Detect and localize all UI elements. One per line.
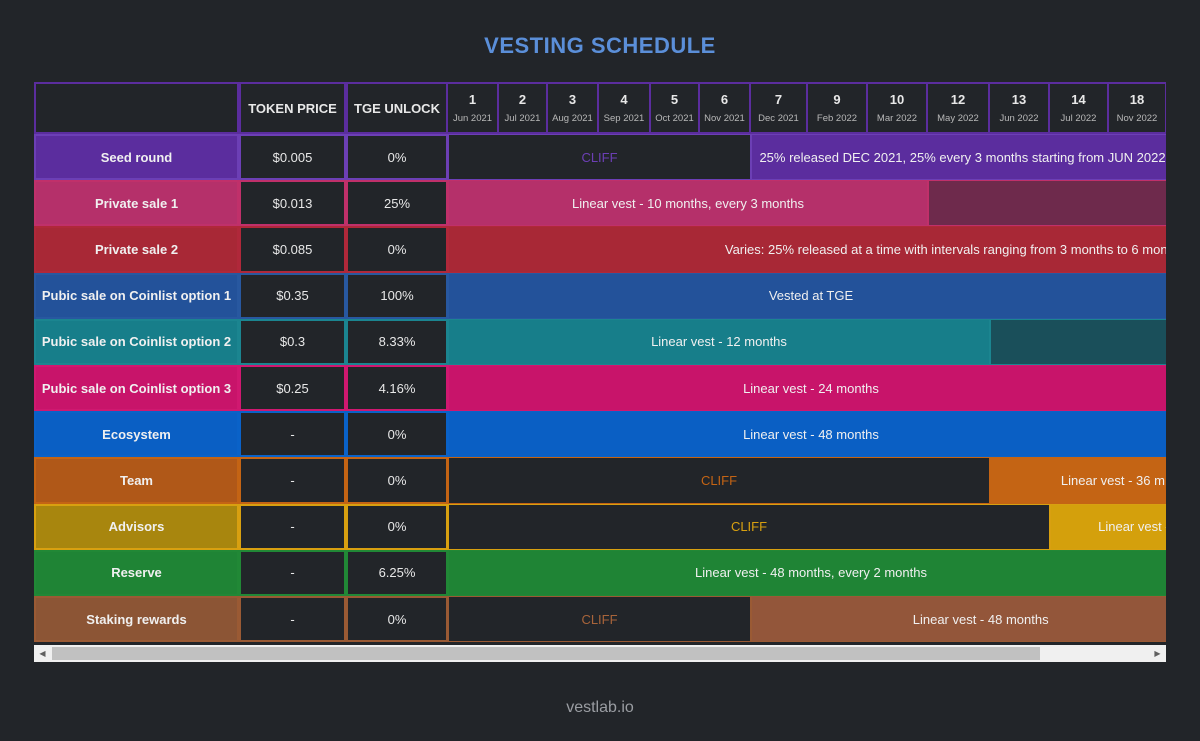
- row-tge-unlock: 4.16%: [346, 365, 448, 412]
- month-header: 5 Oct 2021: [651, 82, 700, 134]
- vesting-segment: CLIFF: [448, 457, 990, 504]
- vesting-segment: CLIFF: [448, 134, 751, 181]
- month-header: 9 Feb 2022: [808, 82, 868, 134]
- row-tge-unlock: 25%: [346, 180, 448, 227]
- month-date: Jul 2021: [504, 113, 541, 124]
- page-title: VESTING SCHEDULE: [484, 33, 716, 58]
- month-date: May 2022: [937, 113, 979, 124]
- month-header: 2 Jul 2021: [499, 82, 548, 134]
- month-date: Nov 2022: [1116, 113, 1158, 124]
- header-token-price: TOKEN PRICE: [239, 82, 346, 134]
- row-name: Staking rewards: [34, 596, 239, 643]
- month-date: Sep 2021: [603, 113, 645, 124]
- row-token-price: $0.013: [239, 180, 346, 227]
- month-header: 4 Sep 2021: [599, 82, 651, 134]
- month-date: Mar 2022: [876, 113, 918, 124]
- month-number: 10: [889, 92, 905, 107]
- row-name: Team: [34, 457, 239, 504]
- month-number: 1: [468, 92, 477, 107]
- month-date: Nov 2021: [704, 113, 745, 124]
- row-tge-unlock: 100%: [346, 272, 448, 319]
- vesting-segment: Linear vest - 48 months, every 2 months: [448, 549, 1166, 596]
- row-tge-unlock: 0%: [346, 596, 448, 643]
- month-number: 6: [720, 92, 729, 107]
- month-number: 14: [1071, 92, 1086, 107]
- row-name: Pubic sale on Coinlist option 1: [34, 272, 239, 319]
- row-token-price: -: [239, 457, 346, 504]
- vesting-segment: [990, 318, 1166, 365]
- row-token-price: -: [239, 549, 346, 596]
- row-name: Pubic sale on Coinlist option 2: [34, 318, 239, 365]
- row-token-price: $0.085: [239, 226, 346, 273]
- month-date: Dec 2021: [758, 113, 799, 124]
- month-date: Oct 2021: [655, 113, 694, 124]
- month-number: 9: [833, 92, 841, 107]
- month-header: 12 May 2022: [928, 82, 990, 134]
- row-name: Seed round: [34, 134, 239, 181]
- row-tge-unlock: 0%: [346, 457, 448, 504]
- month-date: Jun 2021: [452, 113, 493, 124]
- row-tge-unlock: 6.25%: [346, 549, 448, 596]
- row-name: Pubic sale on Coinlist option 3: [34, 365, 239, 412]
- horizontal-scrollbar[interactable]: ◀ ▶: [34, 645, 1166, 662]
- vesting-table: TOKEN PRICE TGE UNLOCK 1 Jun 2021 2 Jul 2021 3…: [34, 82, 1166, 662]
- month-header: 6 Nov 2021: [700, 82, 751, 134]
- vesting-segment: Linear vest - 11 m: [1050, 503, 1166, 550]
- month-number: 4: [620, 92, 628, 107]
- row-token-price: $0.25: [239, 365, 346, 412]
- row-token-price: $0.005: [239, 134, 346, 181]
- month-number: 5: [670, 92, 679, 107]
- row-name: Advisors: [34, 503, 239, 550]
- row-token-price: -: [239, 596, 346, 643]
- row-token-price: -: [239, 411, 346, 458]
- vesting-segment: Linear vest - 48 months: [751, 596, 1166, 643]
- row-token-price: -: [239, 503, 346, 550]
- month-date: Jun 2022: [999, 113, 1039, 124]
- header-tge-unlock: TGE UNLOCK: [346, 82, 448, 134]
- scroll-left-arrow-icon[interactable]: ◀: [39, 649, 46, 658]
- month-number: 2: [518, 92, 527, 107]
- scroll-right-arrow-icon[interactable]: ▶: [1154, 649, 1161, 658]
- row-token-price: $0.3: [239, 318, 346, 365]
- month-header: 3 Aug 2021: [548, 82, 599, 134]
- month-header: 13 Jun 2022: [990, 82, 1050, 134]
- row-tge-unlock: 0%: [346, 411, 448, 458]
- month-number: 7: [774, 92, 783, 107]
- row-tge-unlock: 0%: [346, 226, 448, 273]
- month-number: 13: [1011, 92, 1027, 107]
- header-name-cell: [34, 82, 239, 134]
- row-token-price: $0.35: [239, 272, 346, 319]
- month-header: 18 Nov 2022: [1109, 82, 1166, 134]
- vesting-segment: Linear vest - 36 m: [990, 457, 1166, 504]
- month-header: 14 Jul 2022: [1050, 82, 1109, 134]
- vesting-segment: CLIFF: [448, 596, 751, 643]
- vesting-segment: CLIFF: [448, 503, 1050, 550]
- row-name: Ecosystem: [34, 411, 239, 458]
- vesting-segment: Linear vest - 12 months: [448, 318, 990, 365]
- vesting-segment: [928, 180, 1166, 227]
- row-tge-unlock: 0%: [346, 503, 448, 550]
- vesting-segment: 25% released DEC 2021, 25% every 3 month…: [751, 134, 1166, 181]
- row-tge-unlock: 0%: [346, 134, 448, 181]
- row-name: Reserve: [34, 549, 239, 596]
- vesting-segment: Linear vest - 24 months: [448, 365, 1166, 412]
- scrollbar-thumb[interactable]: [52, 647, 1040, 660]
- vesting-segment: Linear vest - 48 months: [448, 411, 1166, 458]
- month-number: 3: [568, 92, 577, 107]
- month-header: 7 Dec 2021: [751, 82, 808, 134]
- month-number: 18: [1129, 92, 1145, 107]
- vesting-segment: Varies: 25% released at a time with inte…: [448, 226, 1166, 273]
- footer-brand: vestlab.io: [566, 699, 634, 716]
- vesting-segment: Linear vest - 10 months, every 3 months: [448, 180, 928, 227]
- vesting-segment: Vested at TGE: [448, 272, 1166, 319]
- row-name: Private sale 1: [34, 180, 239, 227]
- month-date: Aug 2021: [552, 113, 593, 124]
- month-header: 1 Jun 2021: [448, 82, 499, 134]
- month-date: Feb 2022: [816, 113, 858, 124]
- month-number: 12: [950, 92, 966, 107]
- row-tge-unlock: 8.33%: [346, 318, 448, 365]
- month-date: Jul 2022: [1060, 113, 1097, 124]
- row-name: Private sale 2: [34, 226, 239, 273]
- month-header: 10 Mar 2022: [868, 82, 928, 134]
